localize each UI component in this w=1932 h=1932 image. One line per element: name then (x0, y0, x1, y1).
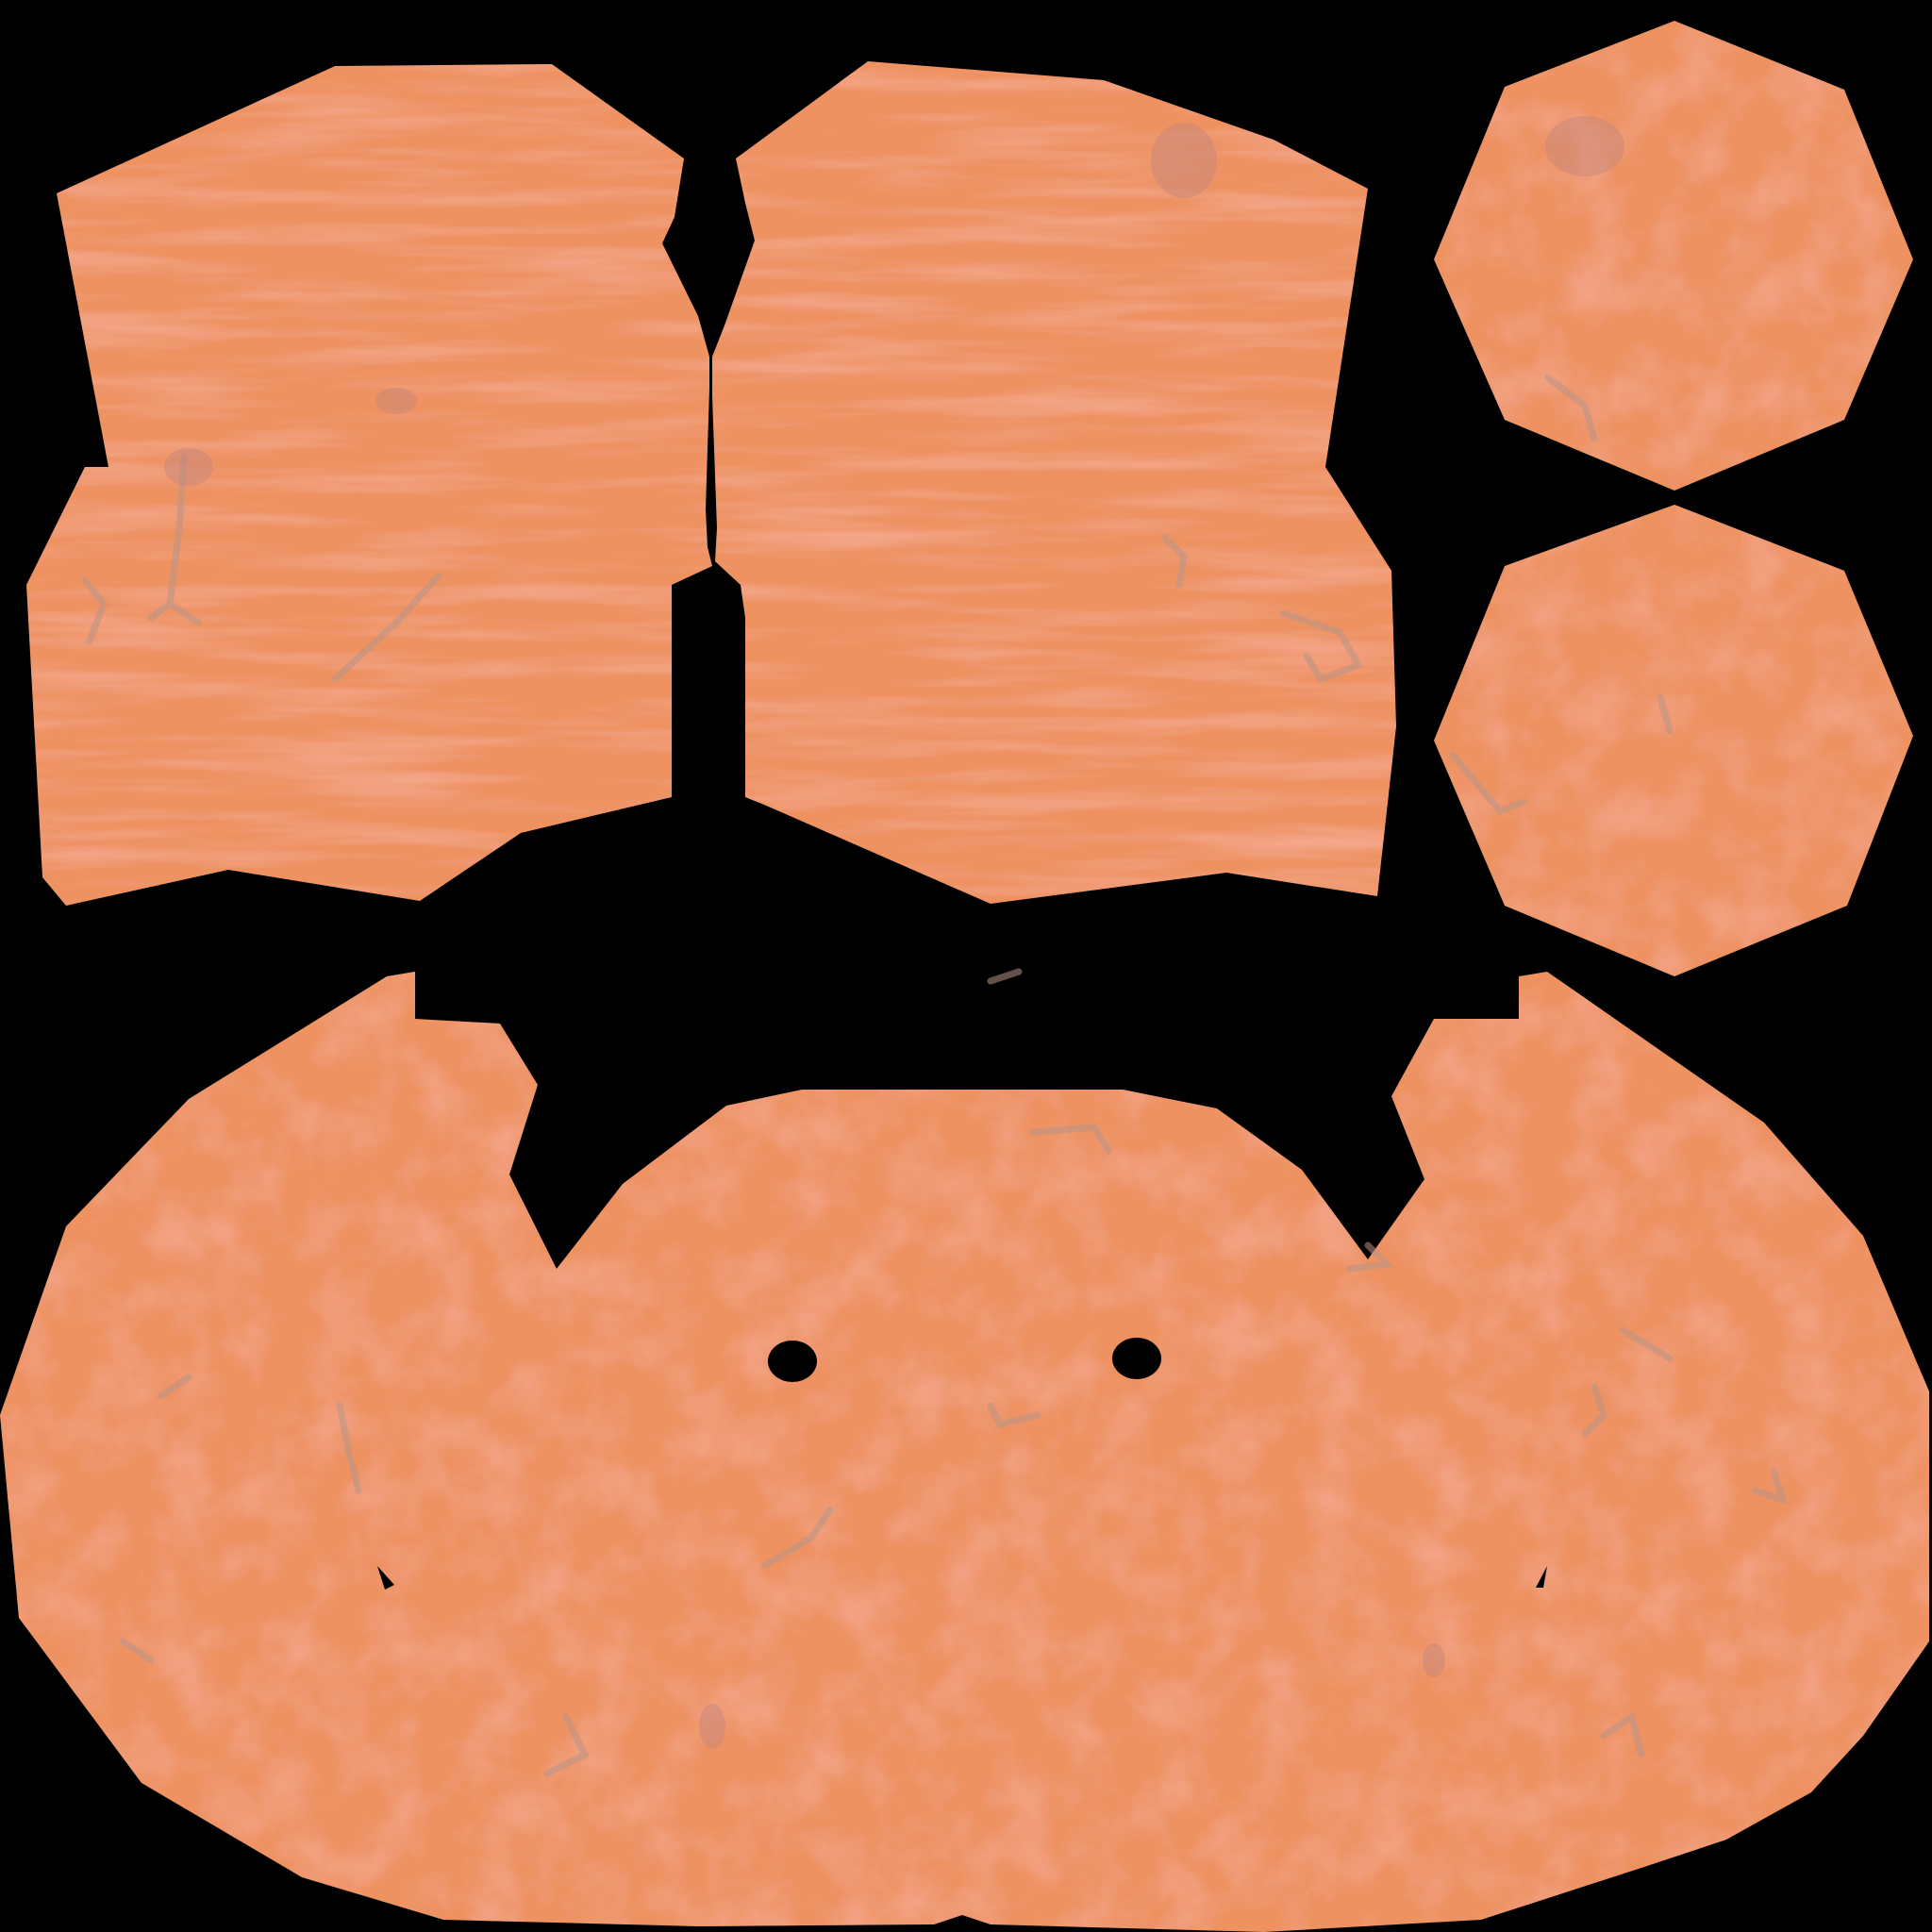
bruise-marks (164, 116, 1624, 1749)
uv-island-upper-middle (712, 61, 1396, 904)
eye-hole-left (768, 1341, 817, 1382)
vein-marks (81, 374, 1789, 1777)
uv-island-bottom-body (0, 972, 1929, 1932)
eye-hole-right (1112, 1338, 1161, 1379)
uv-island-upper-left (26, 64, 712, 906)
uv-island-octagon-bottom (1434, 505, 1913, 976)
uv-island-octagon-top (1434, 21, 1913, 491)
